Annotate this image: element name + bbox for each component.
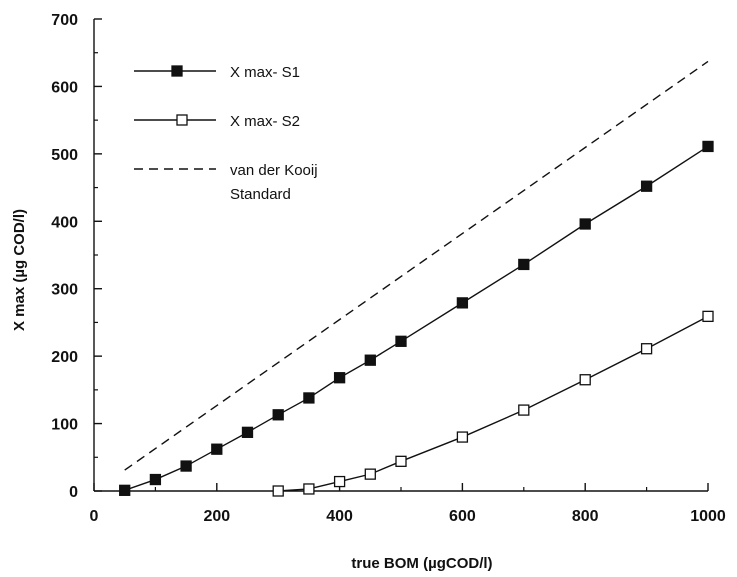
legend-marker-1 xyxy=(171,65,183,77)
x-axis-label: true BOM (µgCOD/l) xyxy=(351,555,492,572)
series-3-line xyxy=(124,60,709,471)
series-1-marker xyxy=(211,443,223,455)
x-tick-label: 200 xyxy=(203,508,230,525)
legend: X max- S1 X max- S2 van der Kooij Standard xyxy=(134,64,318,203)
y-tick-label: 200 xyxy=(51,349,78,366)
series-1-marker xyxy=(272,409,284,421)
series-1-line xyxy=(124,145,709,491)
y-tick-label: 300 xyxy=(51,282,78,299)
legend-marker-2 xyxy=(176,114,188,126)
x-tick-label: 600 xyxy=(449,508,476,525)
x-tick-label: 400 xyxy=(326,508,353,525)
series-2-marker xyxy=(395,455,407,467)
x-tick-label: 800 xyxy=(572,508,599,525)
y-tick-label: 100 xyxy=(51,417,78,434)
series-1-marker xyxy=(702,140,714,153)
y-tick-label: 600 xyxy=(51,79,78,96)
y-tick-label: 700 xyxy=(51,12,78,29)
series-2-line xyxy=(278,315,709,492)
series-1-marker xyxy=(180,460,192,472)
series-2-marker xyxy=(702,310,714,323)
series-2-marker xyxy=(364,468,376,480)
series-1-marker xyxy=(364,354,376,366)
series-2-marker xyxy=(303,483,315,495)
series-2-marker xyxy=(579,374,591,386)
x-tick-label: 1000 xyxy=(690,508,726,525)
legend-label-3: Standard xyxy=(230,186,291,203)
axes: 0 100 200 300 400 500 600 700 0 200 400 600 800 1000 xyxy=(51,12,726,525)
y-axis-label: X max (µg COD/l) xyxy=(11,209,28,331)
series-1-marker xyxy=(395,335,407,347)
series-1-marker xyxy=(518,258,530,271)
series-1-marker xyxy=(119,484,131,496)
series-1-marker xyxy=(303,392,315,404)
legend-label-3: van der Kooij xyxy=(230,162,318,179)
series-layer xyxy=(119,60,714,497)
series-2-marker xyxy=(333,475,346,488)
legend-label-1: X max- S1 xyxy=(230,64,300,81)
series-1-marker xyxy=(640,180,653,192)
y-tick-label: 500 xyxy=(51,147,78,164)
series-1-marker xyxy=(241,426,254,438)
x-tick-label: 0 xyxy=(90,508,99,525)
series-2-marker xyxy=(640,343,653,355)
legend-label-2: X max- S2 xyxy=(230,113,300,130)
y-tick-label: 0 xyxy=(69,484,78,501)
series-2-marker xyxy=(518,404,530,416)
y-tick-label: 400 xyxy=(51,214,78,231)
series-2-marker xyxy=(272,485,284,497)
series-1-marker xyxy=(333,372,346,384)
series-2-marker xyxy=(456,431,469,443)
series-1-marker xyxy=(149,473,162,486)
series-1-marker xyxy=(579,218,591,230)
series-1-marker xyxy=(456,297,469,309)
